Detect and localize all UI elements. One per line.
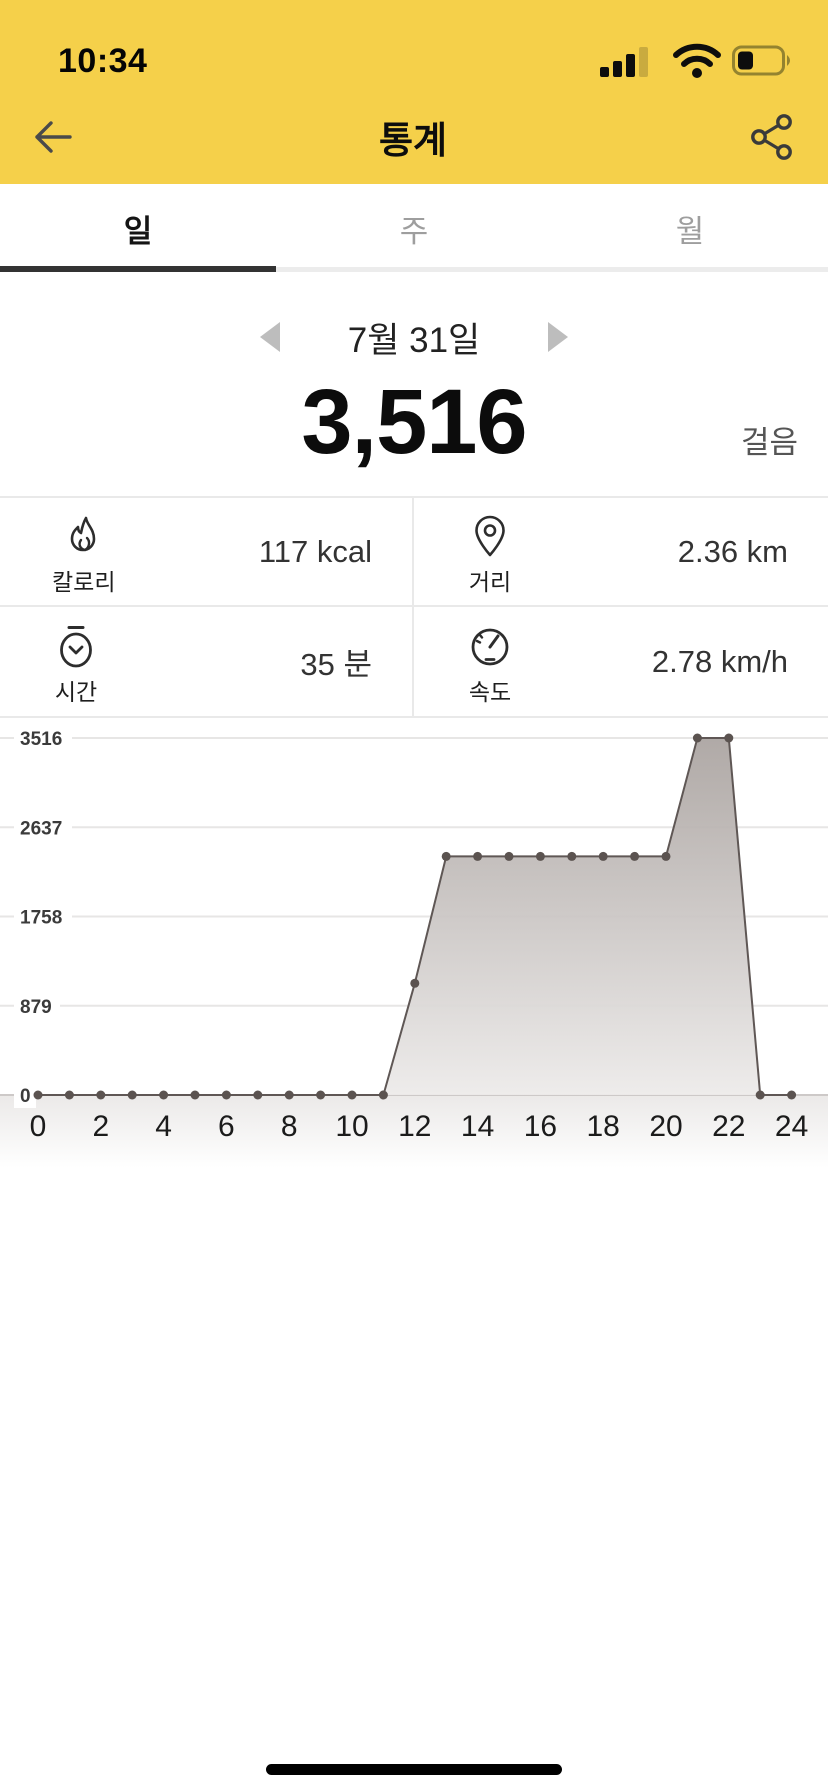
svg-text:0: 0 xyxy=(20,1086,31,1107)
share-icon xyxy=(751,114,792,160)
page-title: 통계 xyxy=(378,120,448,161)
tab-week[interactable]: 주 xyxy=(276,184,552,272)
flame-icon xyxy=(70,516,96,551)
steps-summary: 3,516 걸음 xyxy=(0,370,828,474)
svg-text:10: 10 xyxy=(335,1110,368,1143)
prev-day-button[interactable] xyxy=(252,314,288,360)
svg-text:0: 0 xyxy=(30,1110,47,1143)
svg-text:2: 2 xyxy=(92,1110,109,1143)
svg-text:14: 14 xyxy=(461,1110,494,1143)
status-bar: 10:34 xyxy=(0,0,828,100)
header: 통계 xyxy=(0,100,828,184)
stat-value: 2.78 km/h xyxy=(651,643,788,679)
svg-text:4: 4 xyxy=(155,1110,172,1143)
back-button[interactable] xyxy=(30,117,76,157)
tab-day[interactable]: 일 xyxy=(0,184,276,272)
stopwatch-icon xyxy=(60,625,92,667)
stat-label: 시간 xyxy=(54,678,98,705)
chevron-right-icon xyxy=(548,322,568,352)
svg-text:879: 879 xyxy=(20,997,52,1018)
period-tabs: 일 주 월 xyxy=(0,184,828,272)
home-indicator[interactable] xyxy=(266,1764,562,1775)
stat-value: 2.36 km xyxy=(677,533,788,569)
svg-text:16: 16 xyxy=(524,1110,557,1143)
svg-text:20: 20 xyxy=(649,1110,682,1143)
tabs-baseline xyxy=(0,267,828,272)
share-button[interactable] xyxy=(750,113,794,161)
stat-time: 시간 35 분 xyxy=(0,607,414,716)
stat-distance: 거리 2.36 km xyxy=(414,498,828,607)
svg-text:1758: 1758 xyxy=(20,908,62,929)
svg-text:18: 18 xyxy=(587,1110,620,1143)
stat-calories: 칼로리 117 kcal xyxy=(0,498,414,607)
status-time: 10:34 xyxy=(58,41,148,80)
stat-speed: 속도 2.78 km/h xyxy=(414,607,828,716)
steps-unit-label: 걸음 xyxy=(740,425,798,460)
stats-grid: 칼로리 117 kcal 거리 2.36 km 시간 35 분 xyxy=(0,496,828,718)
date-label: 7월 31일 xyxy=(347,320,481,360)
svg-text:12: 12 xyxy=(398,1110,431,1143)
date-navigator: 7월 31일 xyxy=(0,314,828,360)
next-day-button[interactable] xyxy=(540,314,576,360)
svg-text:22: 22 xyxy=(712,1110,745,1143)
svg-text:3516: 3516 xyxy=(20,729,62,750)
steps-count: 3,516 xyxy=(301,371,527,473)
stat-value: 35 분 xyxy=(300,647,372,682)
top-bar: 10:34 통계 xyxy=(0,0,828,184)
svg-text:2637: 2637 xyxy=(20,818,62,839)
back-arrow-icon xyxy=(35,121,72,153)
wifi-icon xyxy=(673,43,721,78)
stat-label: 칼로리 xyxy=(52,568,116,595)
svg-text:24: 24 xyxy=(775,1110,808,1143)
stat-label: 속도 xyxy=(468,678,512,705)
chevron-left-icon xyxy=(260,322,280,352)
svg-text:8: 8 xyxy=(281,1110,298,1143)
active-tab-indicator xyxy=(0,266,276,272)
cellular-signal-icon xyxy=(600,47,648,77)
status-icons xyxy=(598,41,794,81)
stat-value: 117 kcal xyxy=(258,533,372,569)
pin-icon xyxy=(475,515,505,556)
svg-text:6: 6 xyxy=(218,1110,235,1143)
steps-area-chart: 3516 2637 1758 879 0 0 2 4 6 8 10 12 14 16 18 20 22 24 xyxy=(0,718,828,1173)
battery-icon xyxy=(732,45,790,76)
stat-label: 거리 xyxy=(468,568,512,595)
speedometer-icon xyxy=(471,628,509,665)
tab-month[interactable]: 월 xyxy=(552,184,828,272)
